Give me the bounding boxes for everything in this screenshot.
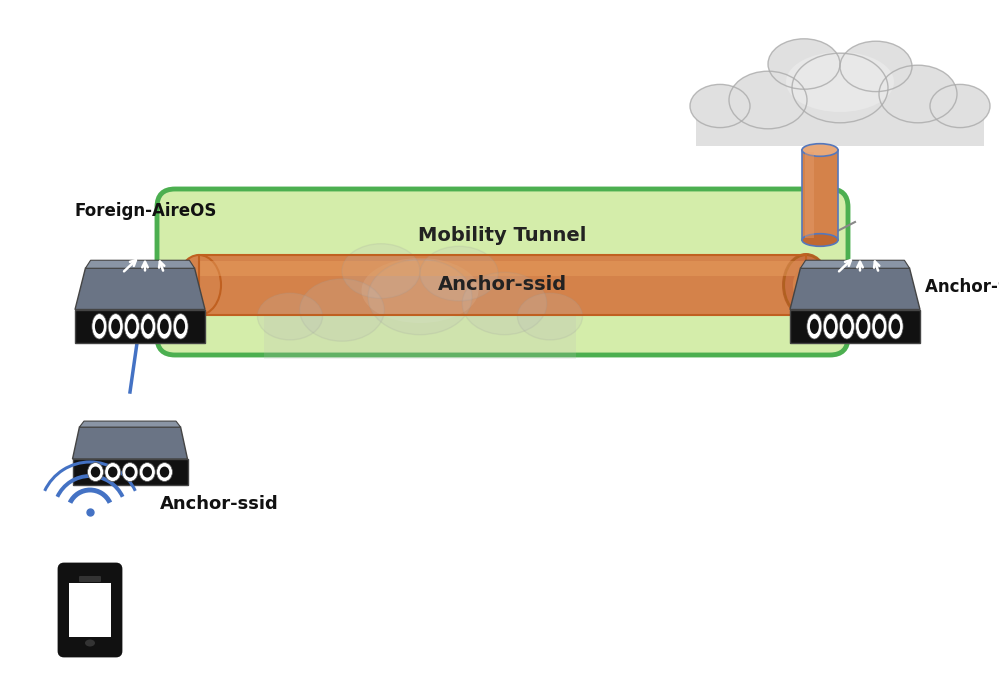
- Ellipse shape: [108, 466, 118, 477]
- FancyBboxPatch shape: [790, 310, 920, 343]
- Polygon shape: [75, 268, 205, 310]
- FancyBboxPatch shape: [69, 583, 111, 637]
- Ellipse shape: [517, 293, 582, 340]
- Ellipse shape: [888, 314, 903, 339]
- Polygon shape: [79, 421, 181, 427]
- Ellipse shape: [859, 319, 867, 334]
- Ellipse shape: [420, 246, 498, 301]
- Ellipse shape: [108, 314, 123, 339]
- Ellipse shape: [157, 314, 172, 339]
- Ellipse shape: [930, 84, 990, 127]
- Ellipse shape: [173, 314, 188, 339]
- Ellipse shape: [784, 255, 828, 315]
- FancyBboxPatch shape: [79, 576, 101, 582]
- Ellipse shape: [160, 466, 169, 477]
- Bar: [199, 261, 806, 276]
- Ellipse shape: [139, 463, 155, 482]
- Polygon shape: [800, 260, 910, 268]
- Ellipse shape: [879, 65, 957, 122]
- Ellipse shape: [872, 314, 887, 339]
- FancyBboxPatch shape: [696, 100, 984, 145]
- Text: Foreign-AireOS: Foreign-AireOS: [75, 202, 218, 220]
- Ellipse shape: [160, 319, 169, 334]
- Ellipse shape: [85, 640, 95, 647]
- Text: Mobility Tunnel: Mobility Tunnel: [419, 226, 586, 245]
- Ellipse shape: [143, 466, 152, 477]
- Ellipse shape: [782, 253, 830, 317]
- Bar: [802, 150, 838, 240]
- Ellipse shape: [105, 463, 121, 482]
- Text: Anchor-ssid: Anchor-ssid: [160, 495, 279, 513]
- Ellipse shape: [802, 234, 838, 246]
- Ellipse shape: [856, 314, 870, 339]
- Bar: [199, 255, 806, 315]
- Ellipse shape: [839, 314, 854, 339]
- Ellipse shape: [802, 143, 838, 157]
- Ellipse shape: [842, 319, 851, 334]
- Ellipse shape: [157, 463, 173, 482]
- Ellipse shape: [823, 314, 838, 339]
- FancyBboxPatch shape: [75, 310, 205, 343]
- Ellipse shape: [95, 319, 104, 334]
- Ellipse shape: [122, 463, 138, 482]
- Ellipse shape: [786, 52, 894, 112]
- Ellipse shape: [125, 314, 139, 339]
- Ellipse shape: [875, 319, 884, 334]
- Ellipse shape: [810, 319, 819, 334]
- Ellipse shape: [362, 258, 479, 323]
- Ellipse shape: [463, 272, 546, 335]
- Polygon shape: [85, 260, 195, 268]
- Ellipse shape: [840, 41, 912, 92]
- Bar: [199, 255, 806, 315]
- Polygon shape: [790, 268, 920, 310]
- Text: Anchor-ssid: Anchor-ssid: [438, 276, 567, 294]
- Ellipse shape: [368, 260, 472, 335]
- FancyBboxPatch shape: [59, 564, 121, 656]
- Ellipse shape: [92, 314, 107, 339]
- Ellipse shape: [88, 463, 104, 482]
- Polygon shape: [73, 427, 188, 459]
- Ellipse shape: [807, 314, 822, 339]
- Ellipse shape: [176, 319, 185, 334]
- Text: Anchor-9800 WLC: Anchor-9800 WLC: [925, 278, 999, 296]
- Ellipse shape: [141, 314, 156, 339]
- Ellipse shape: [177, 255, 221, 315]
- Ellipse shape: [144, 319, 153, 334]
- Ellipse shape: [690, 84, 750, 127]
- Ellipse shape: [729, 71, 807, 129]
- Ellipse shape: [128, 319, 136, 334]
- Ellipse shape: [258, 293, 323, 340]
- Ellipse shape: [125, 466, 135, 477]
- Ellipse shape: [768, 39, 840, 89]
- Ellipse shape: [342, 244, 420, 299]
- FancyBboxPatch shape: [73, 459, 188, 485]
- Ellipse shape: [826, 319, 835, 334]
- Ellipse shape: [91, 466, 100, 477]
- Bar: [805, 152, 814, 238]
- Ellipse shape: [891, 319, 900, 334]
- Ellipse shape: [793, 267, 819, 303]
- Ellipse shape: [300, 279, 385, 341]
- FancyBboxPatch shape: [157, 189, 848, 355]
- Ellipse shape: [792, 53, 888, 122]
- FancyBboxPatch shape: [264, 310, 576, 359]
- Ellipse shape: [111, 319, 120, 334]
